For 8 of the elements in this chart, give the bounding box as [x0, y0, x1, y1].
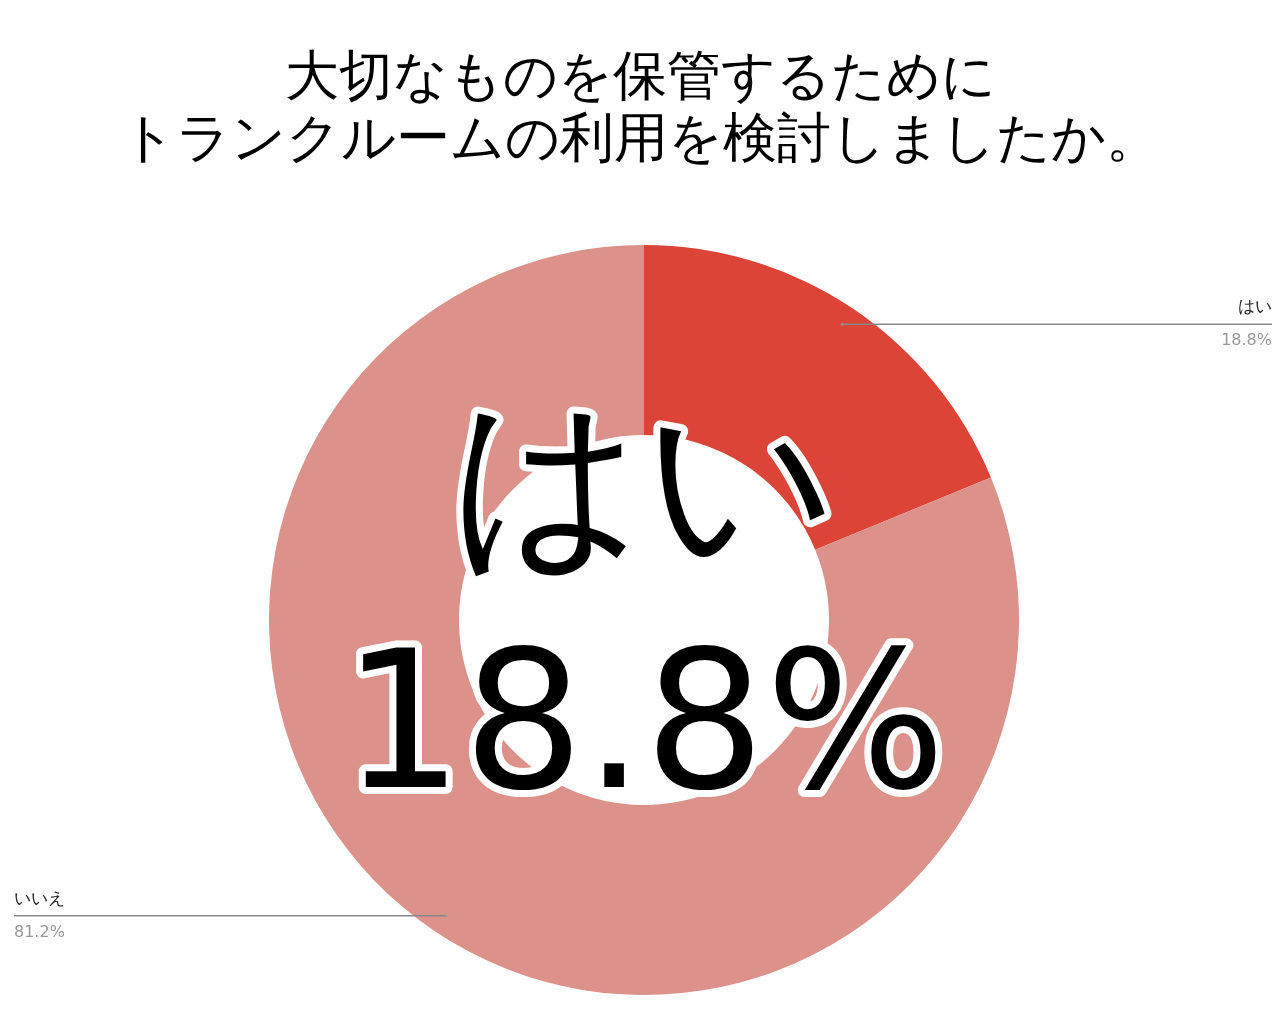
chart-subtitle: トランクルームの利用を検討しましたか。 — [120, 106, 1160, 169]
chart-title: 大切なものを保管するために — [284, 44, 996, 107]
data-label: 18.8% — [1221, 330, 1272, 350]
slice-label: いいえ — [14, 887, 65, 908]
donut-slice — [269, 245, 1019, 995]
text: 18.8% — [342, 611, 946, 832]
slice-label: はい — [1238, 296, 1272, 317]
data-label: 81.2% — [14, 921, 65, 941]
